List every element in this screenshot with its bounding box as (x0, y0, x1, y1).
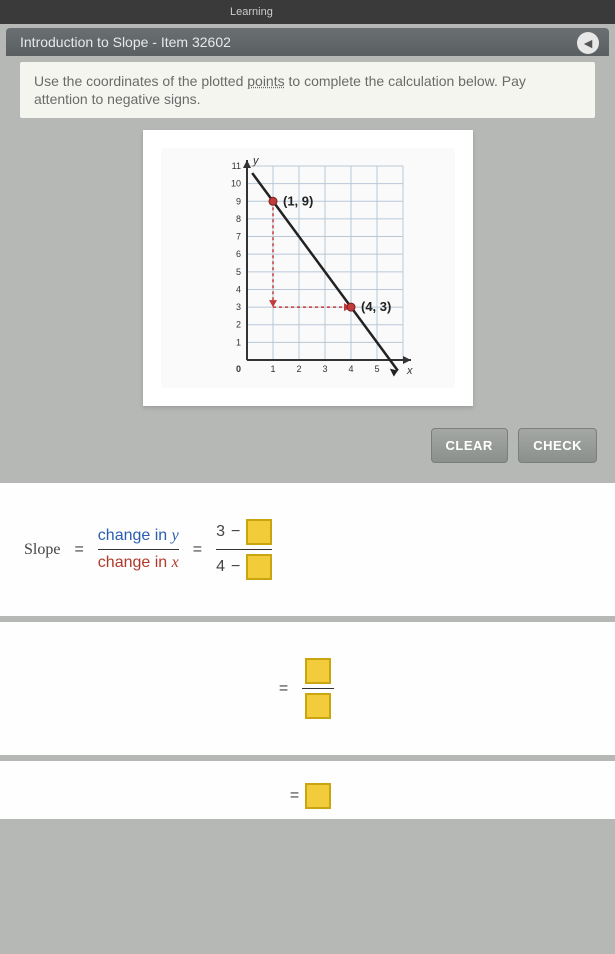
equals-4: = (290, 787, 299, 805)
fraction-numbers: 3 − 4 − (216, 519, 272, 580)
svg-text:x: x (406, 365, 413, 377)
hint-button[interactable]: ◄ (577, 32, 599, 54)
svg-text:(4, 3): (4, 3) (361, 299, 391, 314)
formula-panel-3: = (0, 761, 615, 819)
svg-text:5: 5 (235, 267, 240, 277)
svg-text:1: 1 (235, 338, 240, 348)
svg-text:1: 1 (270, 364, 275, 374)
svg-text:3: 3 (235, 302, 240, 312)
fraction-line-2 (216, 549, 272, 550)
fraction-blanks (302, 658, 334, 719)
fraction-line-1 (98, 549, 179, 550)
formula-panel-2: = (0, 622, 615, 755)
svg-text:4: 4 (348, 364, 353, 374)
change-in-x: change in x (98, 554, 179, 572)
minus-bot: − (231, 558, 240, 576)
svg-text:5: 5 (374, 364, 379, 374)
clear-button[interactable]: CLEAR (431, 428, 508, 463)
blank-x1[interactable] (246, 554, 272, 580)
formula-panel-1: Slope = change in y change in x = 3 − 4 … (0, 483, 615, 616)
instruction-pre: Use the coordinates of the plotted (34, 73, 247, 89)
final-eq: = (284, 783, 331, 809)
slope-equation: Slope = change in y change in x = 3 − 4 … (24, 519, 591, 580)
svg-text:7: 7 (235, 232, 240, 242)
svg-text:8: 8 (235, 214, 240, 224)
figure-inner: 1234512345678910110xy (1, 9)(4, 3) (161, 148, 455, 388)
action-row: CLEAR CHECK (0, 418, 615, 477)
fraction-words: change in y change in x (98, 527, 179, 572)
equals-3: = (279, 680, 288, 698)
svg-text:10: 10 (230, 179, 240, 189)
svg-text:2: 2 (235, 320, 240, 330)
svg-text:2: 2 (296, 364, 301, 374)
svg-text:6: 6 (235, 250, 240, 260)
equals-1: = (74, 541, 83, 559)
points-link[interactable]: points (247, 73, 284, 89)
slope-graph: 1234512345678910110xy (1, 9)(4, 3) (213, 158, 413, 378)
svg-text:9: 9 (235, 197, 240, 207)
figure-card: 1234512345678910110xy (1, 9)(4, 3) (143, 130, 473, 406)
change-in-y: change in y (98, 527, 179, 545)
check-button[interactable]: CHECK (518, 428, 597, 463)
blank-den[interactable] (305, 693, 331, 719)
instruction-box: Use the coordinates of the plotted point… (20, 62, 595, 118)
num-3: 3 (216, 523, 225, 541)
header-title: Introduction to Slope - Item 32602 (20, 34, 231, 50)
blank-num[interactable] (305, 658, 331, 684)
equals-2: = (193, 541, 202, 559)
numerator-row: 3 − (216, 519, 272, 545)
intermediate-eq: = (273, 658, 342, 719)
blank-final[interactable] (305, 783, 331, 809)
fraction-line-3 (302, 688, 334, 689)
denominator-row: 4 − (216, 554, 272, 580)
svg-text:3: 3 (322, 364, 327, 374)
minus-top: − (231, 523, 240, 541)
svg-text:(1, 9): (1, 9) (283, 194, 313, 209)
svg-text:11: 11 (231, 161, 240, 171)
slope-label: Slope (24, 541, 60, 559)
svg-text:4: 4 (235, 285, 240, 295)
num-4: 4 (216, 558, 225, 576)
top-bar: Learning (0, 0, 615, 24)
learning-label: Learning (230, 6, 273, 18)
svg-text:0: 0 (235, 364, 240, 374)
item-header: Introduction to Slope - Item 32602 ◄ (6, 28, 609, 56)
blank-y1[interactable] (246, 519, 272, 545)
